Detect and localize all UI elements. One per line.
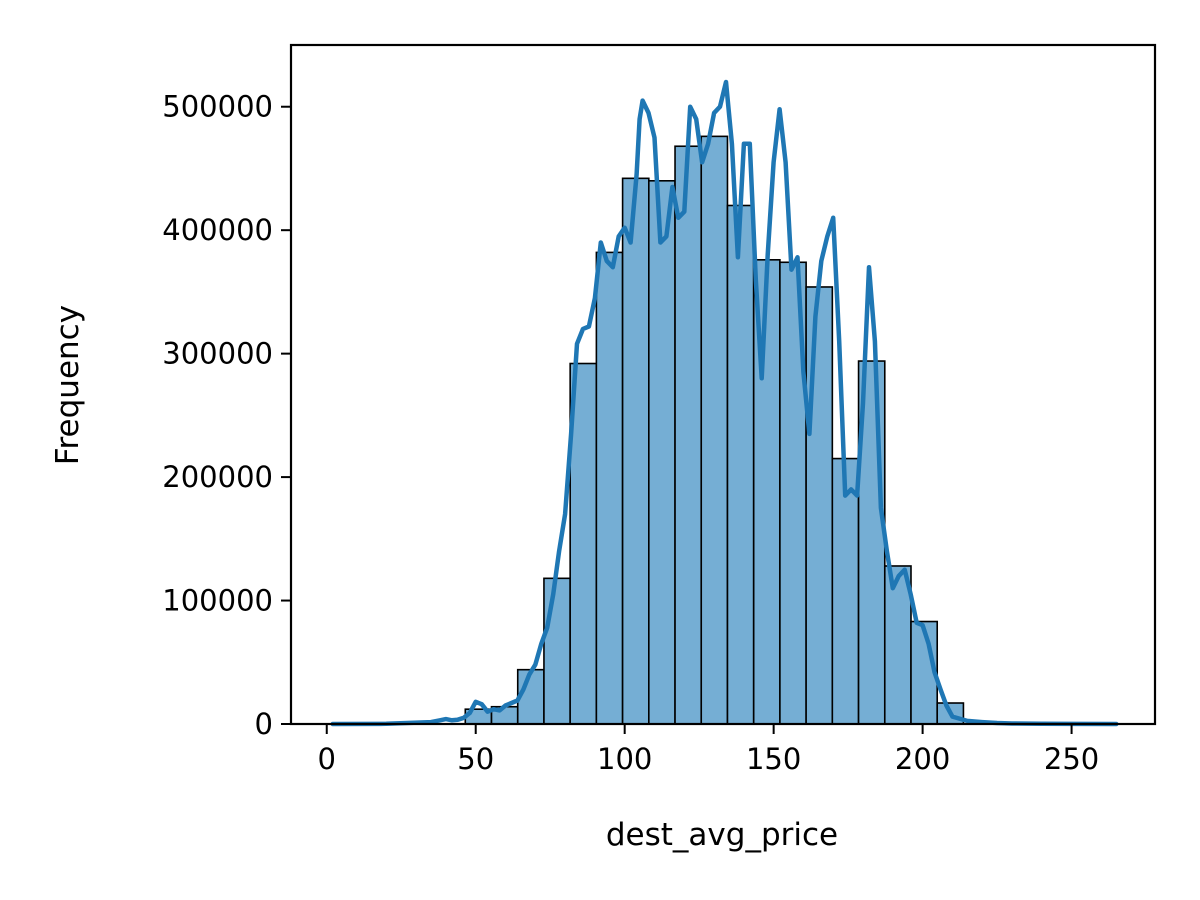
y-axis-label: Frequency [50,305,86,465]
y-tick-label: 500000 [162,90,273,124]
x-tick-label: 100 [597,742,652,776]
histogram-bar [883,565,912,725]
x-tick-label: 150 [746,742,801,776]
histogram-bar [674,145,703,725]
histogram-bar [648,180,676,725]
histogram-bar [831,457,860,725]
histogram-bar [805,286,834,725]
histogram-bar [543,577,571,725]
histogram-bars [464,135,965,725]
y-tick-label: 0 [255,707,273,741]
kde-curve [330,79,1119,727]
histogram-bar [595,251,624,725]
y-axis-ticks: 0 100000 200000 300000 400000 500000 [162,90,291,741]
y-tick-label: 100000 [162,584,273,618]
histogram-bar [621,177,650,725]
y-tick-label: 200000 [162,460,273,494]
y-tick-label: 300000 [162,337,273,371]
x-tick-label: 0 [318,742,336,776]
x-tick-label: 50 [457,742,494,776]
x-tick-label: 250 [1044,742,1099,776]
plot-frame [289,43,1157,726]
x-axis-ticks: 0 50 100 150 200 250 [318,724,1099,776]
x-axis-label: dest_avg_price [606,817,838,853]
histogram-bar [726,204,755,725]
x-tick-label: 200 [895,742,950,776]
y-tick-label: 400000 [162,213,273,247]
histogram-bar [700,135,729,725]
